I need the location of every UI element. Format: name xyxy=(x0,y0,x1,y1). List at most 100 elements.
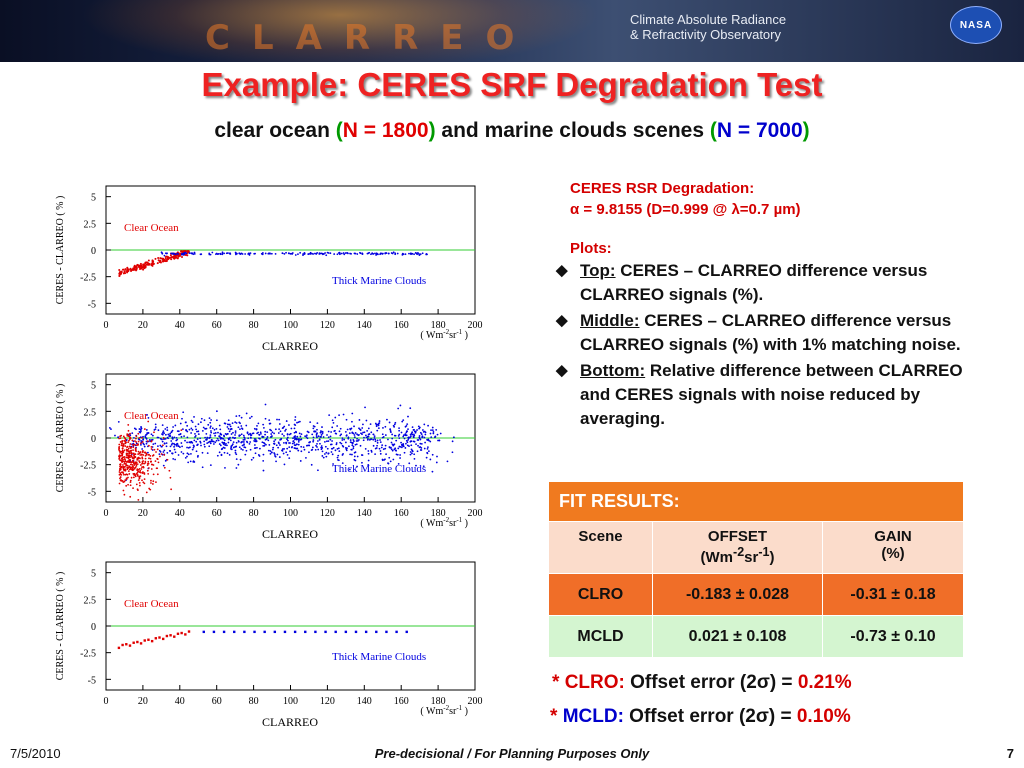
data-point-cloud xyxy=(345,418,348,421)
data-point-clear xyxy=(132,641,135,644)
data-point-clear xyxy=(154,257,157,260)
data-point-clear xyxy=(146,469,149,472)
data-point-cloud xyxy=(228,423,231,426)
data-point-cloud xyxy=(218,451,221,454)
data-point-clear xyxy=(127,429,130,432)
data-point-cloud xyxy=(327,436,330,439)
y-tick-label: -2.5 xyxy=(80,461,96,472)
data-point-cloud xyxy=(218,443,221,445)
data-point-cloud xyxy=(222,434,225,437)
data-point-cloud xyxy=(235,467,238,469)
data-point-clear xyxy=(152,464,155,466)
data-point-cloud xyxy=(365,434,367,437)
data-point-cloud xyxy=(272,446,275,449)
data-point-cloud xyxy=(141,448,144,450)
data-point-cloud xyxy=(175,436,178,439)
data-point-cloud xyxy=(170,440,173,442)
data-point-cloud xyxy=(307,253,310,255)
data-point-cloud xyxy=(240,416,243,419)
y-tick-label: 5 xyxy=(91,381,96,392)
data-point-cloud xyxy=(418,426,421,429)
label-clear-ocean: Clear Ocean xyxy=(124,222,179,234)
data-point-cloud xyxy=(283,441,285,444)
data-point-clear xyxy=(120,270,123,273)
data-point-cloud xyxy=(205,432,208,435)
data-point-cloud xyxy=(282,426,285,429)
data-point-clear xyxy=(118,469,121,472)
data-point-cloud xyxy=(389,430,392,432)
x-tick-label: 0 xyxy=(104,696,109,707)
data-point-cloud xyxy=(335,442,338,444)
data-point-clear xyxy=(131,439,134,442)
data-point-cloud xyxy=(316,252,319,254)
data-point-cloud xyxy=(297,421,300,424)
data-point-clear xyxy=(141,441,144,443)
data-point-cloud xyxy=(206,452,209,455)
data-point-cloud xyxy=(367,464,370,466)
data-point-cloud xyxy=(322,456,325,459)
data-point-clear xyxy=(119,476,122,478)
data-point-cloud xyxy=(227,427,230,430)
data-point-cloud xyxy=(356,438,358,440)
data-point-clear xyxy=(133,443,136,446)
data-point-cloud xyxy=(317,469,319,472)
data-point-clear xyxy=(147,453,150,456)
data-point-cloud xyxy=(176,442,179,445)
data-point-cloud xyxy=(255,440,258,443)
data-point-cloud xyxy=(394,421,397,424)
data-point-cloud xyxy=(239,458,242,461)
data-point-clear xyxy=(124,468,127,471)
y-tick-label: -2.5 xyxy=(80,649,96,660)
data-point-clear xyxy=(126,456,129,459)
data-point-cloud xyxy=(228,430,231,433)
data-point-cloud xyxy=(257,431,260,434)
data-point-cloud xyxy=(364,630,368,634)
data-point-cloud xyxy=(180,451,183,453)
data-point-clear xyxy=(121,447,124,450)
data-point-cloud xyxy=(327,430,330,433)
data-point-cloud xyxy=(195,450,198,453)
data-point-cloud xyxy=(259,437,261,440)
data-point-cloud xyxy=(426,451,429,454)
data-point-cloud xyxy=(406,441,409,444)
data-point-cloud xyxy=(262,453,265,456)
data-point-cloud xyxy=(285,420,288,422)
data-point-cloud xyxy=(222,630,226,634)
data-point-cloud xyxy=(175,444,178,447)
data-point-cloud xyxy=(231,444,233,447)
data-point-cloud xyxy=(234,437,237,439)
data-point-cloud xyxy=(353,252,356,255)
data-point-cloud xyxy=(227,252,229,254)
data-point-cloud xyxy=(401,420,404,423)
data-point-clear xyxy=(151,261,154,264)
data-point-cloud xyxy=(400,446,403,449)
data-point-cloud xyxy=(398,437,401,440)
data-point-clear xyxy=(118,437,120,440)
data-point-cloud xyxy=(271,435,273,437)
data-point-cloud xyxy=(420,449,423,451)
data-point-cloud xyxy=(419,253,422,256)
data-point-cloud xyxy=(386,418,388,421)
data-point-clear xyxy=(138,481,141,484)
y-tick-label: 2.5 xyxy=(84,595,97,606)
data-point-cloud xyxy=(203,440,206,443)
data-point-cloud xyxy=(176,430,179,433)
data-point-clear xyxy=(143,267,146,270)
data-point-cloud xyxy=(223,252,226,255)
data-point-cloud xyxy=(173,445,175,448)
data-point-cloud xyxy=(208,417,211,420)
data-point-cloud xyxy=(320,430,322,432)
fit-results-table: FIT RESULTS: Scene OFFSET (Wm-2sr-1) GAI… xyxy=(548,481,964,658)
col-gain: GAIN (%) xyxy=(822,521,964,574)
data-point-cloud xyxy=(364,406,366,409)
data-point-cloud xyxy=(247,433,250,436)
data-point-cloud xyxy=(435,428,438,431)
data-point-cloud xyxy=(140,440,143,442)
data-point-cloud xyxy=(299,251,302,254)
data-point-clear xyxy=(147,472,150,475)
data-point-cloud xyxy=(190,427,193,430)
data-point-cloud xyxy=(267,439,270,442)
data-point-clear xyxy=(130,466,133,469)
data-point-cloud xyxy=(189,446,191,449)
data-point-cloud xyxy=(245,424,248,427)
